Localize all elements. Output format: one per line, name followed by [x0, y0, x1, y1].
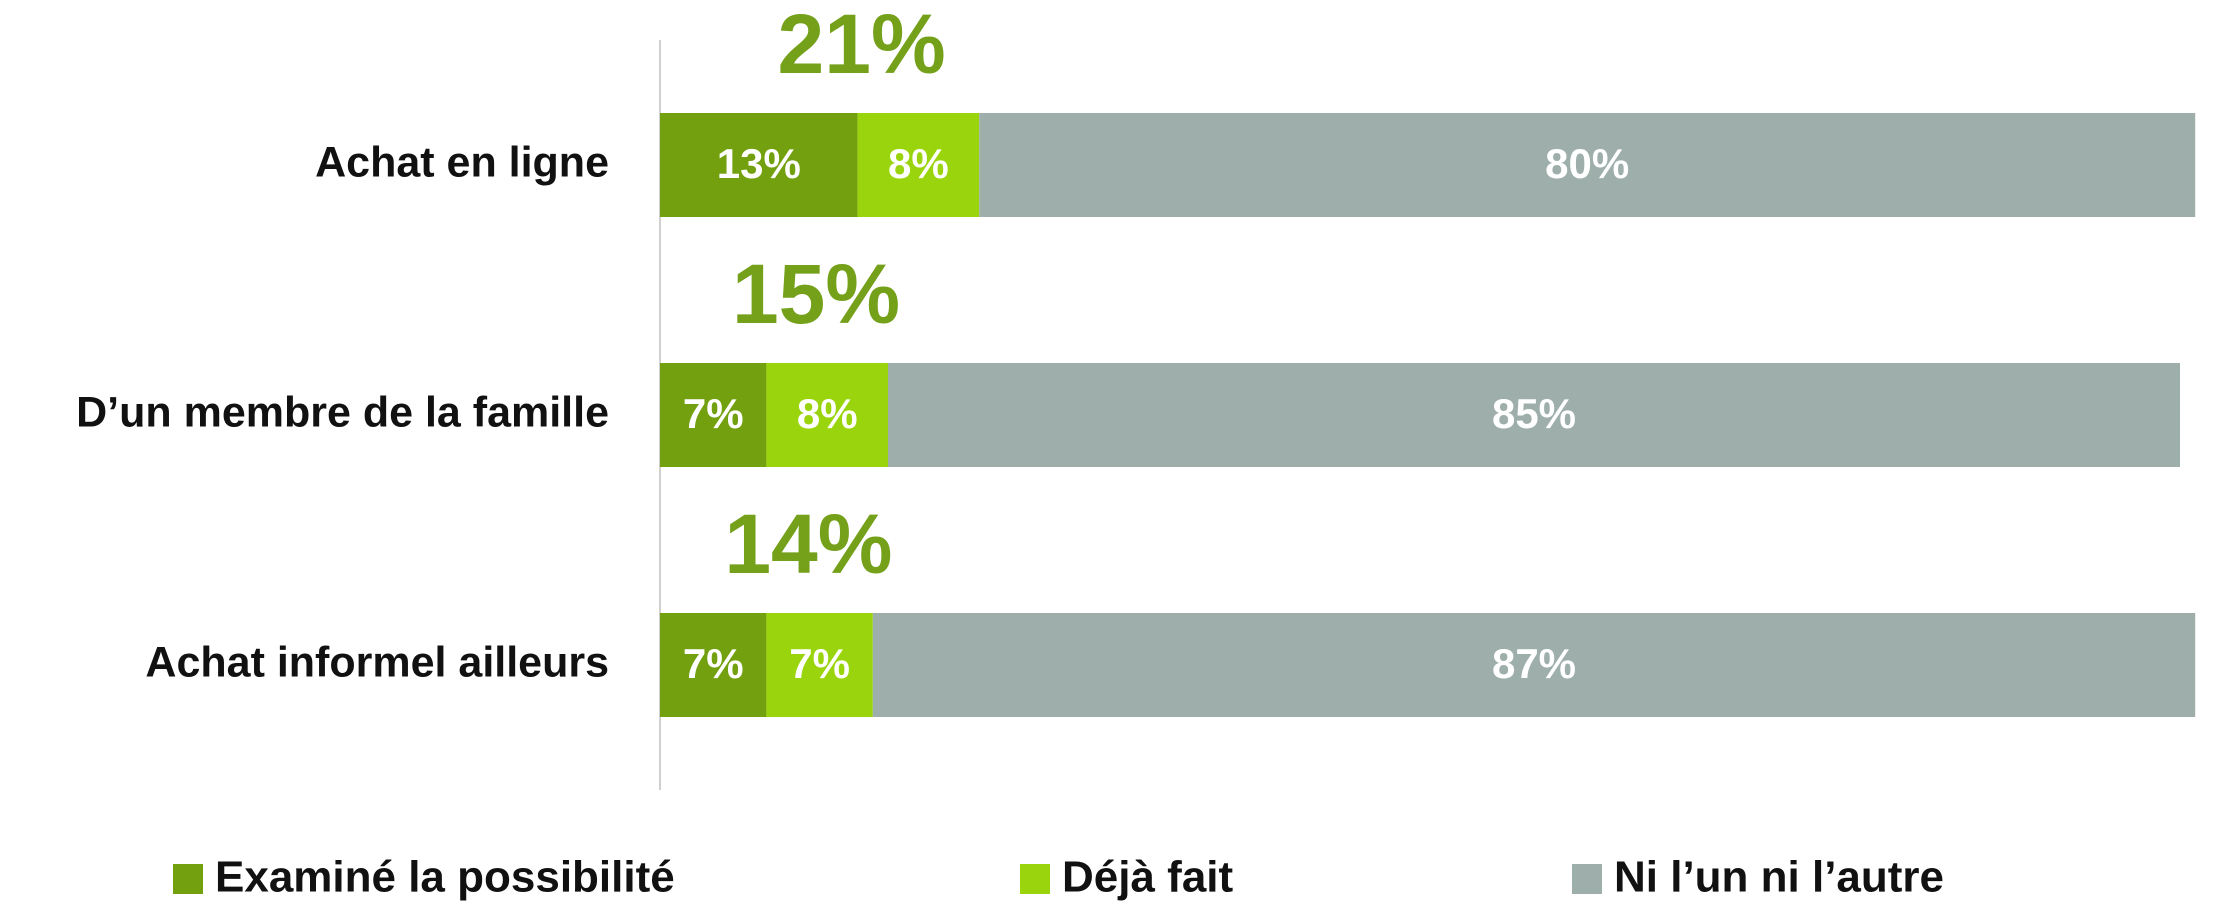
value-label: 80% [1545, 140, 1629, 187]
category-label: Achat en ligne [315, 138, 609, 186]
bar-segment [766, 363, 888, 467]
bar-segment [766, 613, 873, 717]
bar-segment [660, 613, 767, 717]
legend-label: Ni l’un ni l’autre [1614, 853, 1944, 902]
legend-label: Examiné la possibilité [215, 853, 675, 902]
value-label: 13% [717, 140, 801, 187]
value-label: 85% [1492, 390, 1576, 437]
bar-segment [660, 113, 858, 217]
category-label: D’un membre de la famille [76, 388, 609, 436]
value-label: 8% [888, 140, 949, 187]
total-label: 15% [732, 247, 900, 341]
legend-swatch [1572, 864, 1602, 894]
legend-swatch [1020, 864, 1050, 894]
bar-segment [979, 113, 2196, 217]
value-label: 87% [1492, 640, 1576, 687]
bar-segment [888, 363, 2180, 467]
legend-label: Déjà fait [1062, 853, 1234, 902]
total-label: 21% [778, 0, 946, 91]
bar-segment [872, 613, 2196, 717]
value-label: 7% [789, 640, 850, 687]
total-label: 14% [724, 497, 892, 591]
value-label: 7% [683, 640, 744, 687]
bar-segment [660, 363, 767, 467]
category-label: Achat informel ailleurs [145, 638, 609, 686]
value-label: 7% [683, 390, 744, 437]
bar-segment [857, 113, 980, 217]
value-label: 8% [797, 390, 858, 437]
legend-swatch [173, 864, 203, 894]
